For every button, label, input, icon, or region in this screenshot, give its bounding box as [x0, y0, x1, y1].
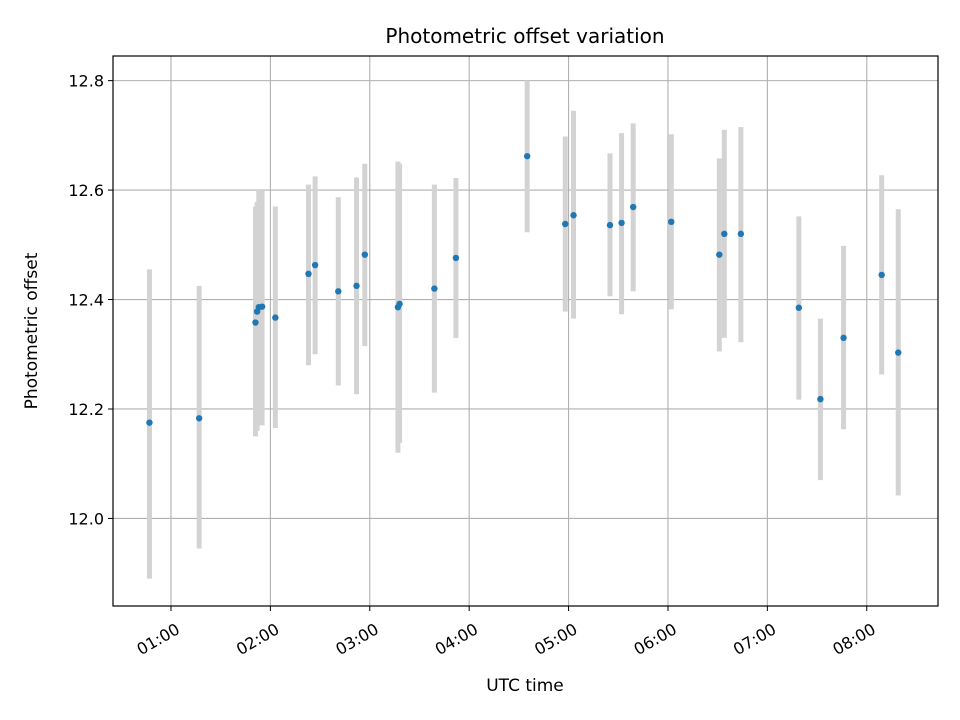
data-point: [840, 334, 847, 342]
data-points: [146, 152, 902, 426]
data-point: [361, 251, 369, 258]
data-point: [195, 415, 203, 422]
data-point: [668, 218, 675, 226]
x-axis-label: UTC time: [486, 676, 564, 696]
data-point: [311, 261, 319, 269]
y-axis: 12.0 12.2 12.4 12.6 12.8: [68, 72, 113, 528]
data-point: [335, 288, 342, 295]
data-point: [817, 395, 824, 403]
data-point: [146, 419, 153, 426]
data-point: [258, 303, 266, 310]
chart-title: Photometric offset variation: [385, 24, 664, 48]
data-point: [795, 304, 803, 311]
data-point: [878, 271, 885, 279]
data-point: [618, 219, 625, 227]
data-point: [629, 203, 637, 211]
y-axis-label: Photometric offset: [22, 252, 42, 409]
data-point: [570, 212, 577, 219]
y-tick-label: 12.6: [68, 181, 104, 200]
data-point: [431, 285, 438, 292]
data-point: [305, 270, 312, 278]
y-tick-label: 12.4: [68, 291, 104, 310]
data-point: [895, 349, 902, 356]
data-point: [721, 230, 728, 238]
y-tick-label: 12.2: [68, 400, 104, 419]
plot-frame: [112, 55, 939, 607]
data-point: [523, 152, 531, 160]
data-point: [252, 319, 259, 326]
data-point: [606, 221, 614, 229]
data-point: [716, 251, 723, 258]
y-tick-label: 12.8: [68, 72, 104, 91]
data-point: [272, 314, 279, 321]
data-point: [396, 300, 403, 308]
data-point: [562, 220, 569, 228]
data-point: [353, 282, 360, 290]
data-point: [737, 230, 745, 238]
y-tick-label: 12.0: [68, 509, 104, 528]
data-point: [452, 254, 460, 262]
